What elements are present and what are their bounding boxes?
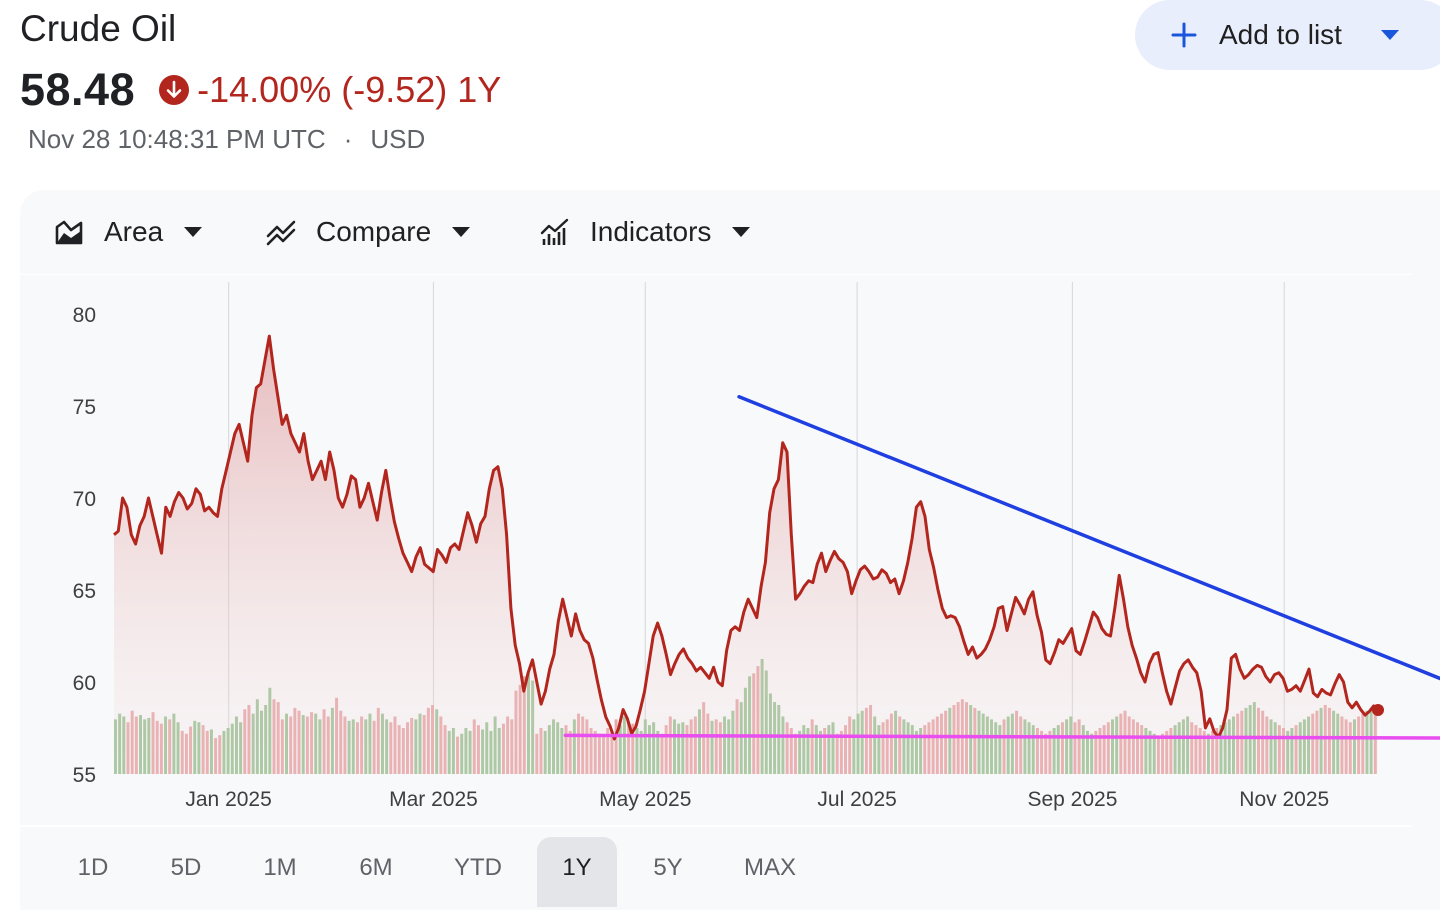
- current-price: 58.48: [20, 64, 136, 115]
- add-to-list-button[interactable]: Add to list: [1135, 0, 1440, 70]
- range-button-1y[interactable]: 1Y: [537, 837, 617, 907]
- x-tick-label: Nov 2025: [1239, 788, 1329, 811]
- resistance-trendline[interactable]: [737, 395, 1440, 691]
- compare-dropdown[interactable]: Compare: [266, 190, 471, 274]
- chevron-down-icon[interactable]: [1380, 29, 1400, 41]
- chevron-down-icon: [452, 227, 471, 237]
- range-button-ytd[interactable]: YTD: [454, 854, 502, 881]
- plus-icon: [1171, 22, 1197, 48]
- x-tick-label: Mar 2025: [389, 788, 478, 811]
- compare-label: Compare: [316, 216, 432, 247]
- price-chart[interactable]: Jan 2025 Mar 2025 May 2025 Jul 2025 Sep 2025…: [20, 272, 1440, 824]
- x-tick-label: May 2025: [599, 788, 691, 811]
- y-tick-label: 75: [73, 396, 96, 419]
- y-tick-label: 65: [73, 580, 96, 603]
- x-tick-label: Sep 2025: [1027, 788, 1117, 811]
- chevron-down-icon: [732, 227, 751, 237]
- price-change: -14.00% (-9.52) 1Y: [197, 69, 502, 110]
- area-chart-icon: [55, 220, 83, 245]
- y-tick-label: 70: [73, 488, 96, 511]
- indicators-dropdown[interactable]: Indicators: [540, 190, 751, 274]
- price-line: [113, 334, 1380, 741]
- range-button-5d[interactable]: 5D: [170, 854, 202, 881]
- currency: USD: [370, 124, 426, 154]
- x-tick-label: Jul 2025: [817, 788, 896, 811]
- y-tick-label: 55: [73, 764, 96, 787]
- range-button-max[interactable]: MAX: [743, 854, 796, 881]
- range-button-1d[interactable]: 1D: [77, 854, 109, 881]
- page-title: Crude Oil: [20, 8, 177, 49]
- y-tick-label: 60: [73, 672, 96, 695]
- meta-separator: ·: [343, 124, 353, 154]
- indicators-icon: [540, 218, 569, 245]
- time-range-bar: 1D 5D 1M 6M YTD 1Y 5Y MAX: [20, 825, 1412, 907]
- range-button-6m[interactable]: 6M: [359, 854, 393, 881]
- chart-type-label: Area: [104, 216, 164, 247]
- timestamp: Nov 28 10:48:31 PM UTC: [28, 124, 326, 154]
- x-tick-label: Jan 2025: [185, 788, 271, 811]
- last-price-marker: [1372, 703, 1384, 716]
- indicators-label: Indicators: [590, 216, 712, 247]
- arrow-down-circle-icon: [159, 75, 190, 105]
- price-row: 58.48 -14.00% (-9.52) 1Y: [20, 62, 501, 118]
- add-to-list-label: Add to list: [1219, 19, 1342, 50]
- support-trendline[interactable]: [563, 733, 1440, 740]
- price-area: [114, 336, 1378, 774]
- y-tick-label: 80: [73, 304, 96, 327]
- chart-type-dropdown[interactable]: Area: [54, 190, 203, 274]
- range-button-1m[interactable]: 1M: [263, 854, 297, 881]
- chevron-down-icon: [184, 227, 203, 237]
- quote-meta: Nov 28 10:48:31 PM UTC · USD: [28, 124, 425, 155]
- chart-toolbar: Area Compare Indicators: [20, 190, 1412, 275]
- compare-icon: [266, 220, 296, 246]
- range-button-5y[interactable]: 5Y: [653, 854, 683, 881]
